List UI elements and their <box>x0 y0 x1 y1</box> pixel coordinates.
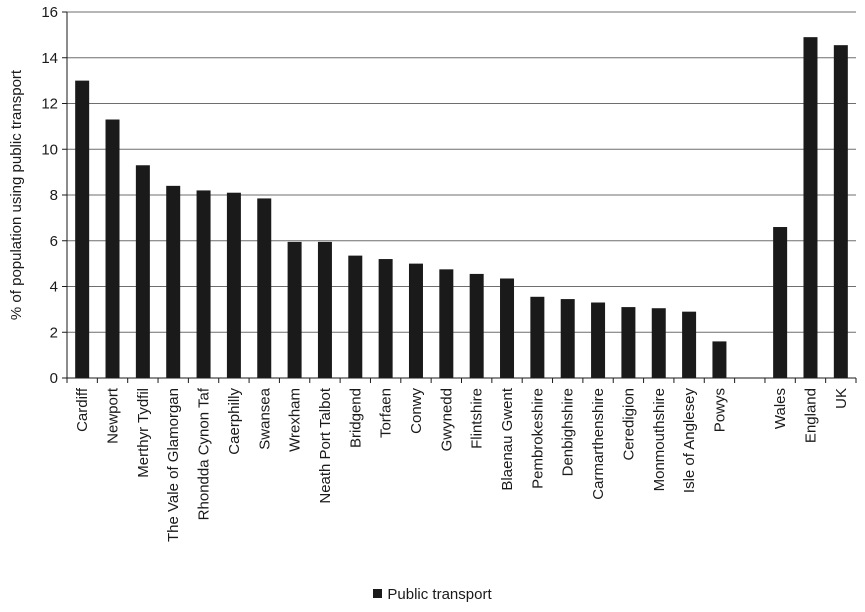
bar <box>226 192 241 378</box>
x-category-label: Caerphilly <box>226 388 243 455</box>
y-tick-label: 12 <box>41 96 58 113</box>
legend: Public transport <box>0 586 865 604</box>
bar <box>105 119 120 378</box>
y-tick-label: 16 <box>41 4 58 21</box>
bar <box>408 263 423 378</box>
bars <box>75 37 848 378</box>
y-tick-label: 14 <box>41 50 58 67</box>
bar <box>135 165 150 378</box>
y-tick-label: 8 <box>50 187 58 204</box>
x-category-label: England <box>802 388 819 443</box>
x-category-label: Denbighshire <box>560 388 577 476</box>
bar <box>560 299 575 378</box>
bar <box>469 273 484 378</box>
y-tick-label: 6 <box>50 233 58 250</box>
bar <box>712 341 727 378</box>
y-tick-labels: 0 2 4 6 8 10 12 14 16 <box>41 4 58 387</box>
y-axis-title: % of population using public transport <box>8 69 25 320</box>
x-category-label: Neath Port Talbot <box>317 387 334 503</box>
bar <box>773 227 788 378</box>
bar <box>591 302 606 378</box>
x-category-label: Flintshire <box>469 388 486 449</box>
bar <box>682 311 697 378</box>
x-category-label: Cardiff <box>74 387 91 432</box>
bar <box>621 307 636 378</box>
bar <box>530 296 545 378</box>
legend-swatch <box>373 589 383 598</box>
x-category-label: Carmarthenshire <box>590 388 607 500</box>
bar <box>317 241 332 378</box>
bar <box>833 45 848 378</box>
x-category-label: Bridgend <box>347 388 364 448</box>
axes <box>62 11 857 383</box>
gridlines <box>67 11 856 333</box>
bar <box>803 37 818 378</box>
x-category-label: Wrexham <box>287 388 304 452</box>
x-category-label: Powys <box>711 388 728 432</box>
y-tick-label: 0 <box>50 370 58 387</box>
x-category-label: Torfaen <box>378 388 395 438</box>
x-category-label: Blaenau Gwent <box>499 387 516 490</box>
x-category-label: Gwynedd <box>438 388 455 451</box>
bar <box>500 278 515 378</box>
x-category-label: Isle of Anglesey <box>681 388 698 494</box>
bar <box>439 269 454 378</box>
x-category-label: Wales <box>772 388 789 429</box>
y-tick-label: 2 <box>50 324 58 341</box>
x-category-label: Newport <box>105 387 122 444</box>
x-category-label: Pembrokeshire <box>529 388 546 489</box>
y-tick-label: 4 <box>50 279 58 296</box>
legend-label: Public transport <box>387 586 492 603</box>
bar <box>348 255 363 378</box>
x-category-label: Ceredigion <box>620 388 637 461</box>
x-category-label: UK <box>833 388 850 409</box>
bar <box>378 259 393 378</box>
bar <box>196 190 211 378</box>
x-category-label: The Vale of Glamorgan <box>165 388 182 542</box>
bar <box>75 80 90 378</box>
bar <box>651 308 666 378</box>
bar <box>287 241 302 378</box>
bar <box>257 198 272 378</box>
y-tick-label: 10 <box>41 141 58 158</box>
x-category-label: Merthyr Tydfil <box>135 388 152 478</box>
x-category-label: Swansea <box>256 387 273 449</box>
x-category-label: Conwy <box>408 388 425 434</box>
x-category-label: Rhondda Cynon Taf <box>196 387 213 520</box>
x-category-label: Monmouthshire <box>651 388 668 491</box>
x-category-labels: Cardiff Newport Merthyr Tydfil The Vale of … <box>74 387 850 542</box>
bar <box>166 185 181 378</box>
